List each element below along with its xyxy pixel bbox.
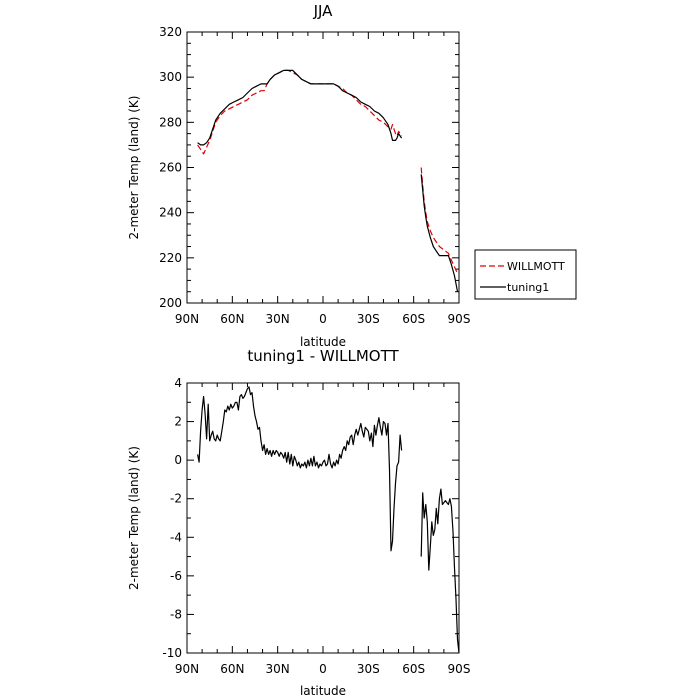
y-tick-label: -6 <box>170 569 182 583</box>
chart-difference: tuning1 - WILLMOTT 90N 60N 30N 0 30S 60S 90S -10… <box>127 347 470 698</box>
x-axis-label: latitude <box>300 335 346 349</box>
series-line-willmott <box>420 167 459 274</box>
x-tick-label: 90S <box>448 312 471 326</box>
series-line-tuning1 <box>197 69 403 146</box>
series-line-tuning1 <box>420 174 459 292</box>
x-tick-label: 60N <box>220 312 244 326</box>
y-tick-label: 2 <box>174 415 182 429</box>
y-tick-label: 320 <box>159 25 182 39</box>
x-tick-label: 60S <box>402 662 425 676</box>
plot-frame <box>186 382 460 654</box>
x-tick-label: 0 <box>319 662 327 676</box>
x-tick-label: 0 <box>319 312 327 326</box>
x-axis-label: latitude <box>300 684 346 698</box>
y-axis-label: 2-meter Temp (land) (K) <box>127 446 141 590</box>
x-tick-label: 90N <box>175 662 199 676</box>
x-tick-label: 60S <box>402 312 425 326</box>
series-line-willmott <box>197 69 403 155</box>
chart-title: JJA <box>313 2 334 20</box>
y-tick-label: 260 <box>159 161 182 175</box>
legend-label-tuning1: tuning1 <box>507 281 549 294</box>
x-tick-label: 30N <box>266 312 290 326</box>
legend-box <box>474 249 577 300</box>
plot-frame <box>186 31 460 304</box>
y-tick-label: -4 <box>170 530 182 544</box>
x-tick-label: 90S <box>448 662 471 676</box>
y-tick-label: 220 <box>159 251 182 265</box>
legend-label-willmott: WILLMOTT <box>507 260 565 273</box>
x-tick-label: 30S <box>357 312 380 326</box>
x-tick-label: 30N <box>266 662 290 676</box>
y-tick-label: 4 <box>174 376 182 390</box>
y-tick-label: 280 <box>159 115 182 129</box>
y-tick-label: 0 <box>174 453 182 467</box>
y-tick-label: -8 <box>170 607 182 621</box>
legend: WILLMOTT tuning1 <box>474 249 577 300</box>
chart-title: tuning1 - WILLMOTT <box>247 347 399 365</box>
chart-jja: JJA 90N 60N 30N 0 30S 60S 90S 200 220 240 260 280 300… <box>127 2 577 349</box>
series-line-difference <box>420 488 460 654</box>
y-tick-label: -10 <box>162 646 182 660</box>
y-axis-label: 2-meter Temp (land) (K) <box>127 96 141 240</box>
y-tick-label: 240 <box>159 206 182 220</box>
y-tick-label: -2 <box>170 492 182 506</box>
y-tick-label: 200 <box>159 296 182 310</box>
x-tick-label: 60N <box>220 662 244 676</box>
series-line-difference <box>197 386 403 552</box>
x-tick-label: 30S <box>357 662 380 676</box>
y-tick-label: 300 <box>159 70 182 84</box>
x-tick-label: 90N <box>175 312 199 326</box>
